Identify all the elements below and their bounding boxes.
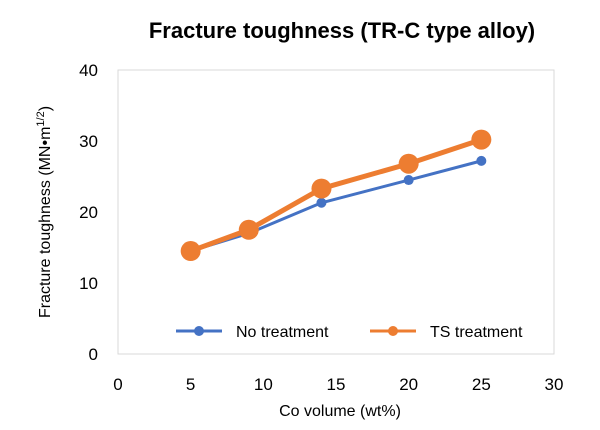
y-tick-label: 40 (79, 61, 98, 80)
data-point-ts-treatment (180, 241, 201, 262)
y-tick-label: 10 (79, 274, 98, 293)
x-tick-label: 25 (472, 375, 491, 394)
x-tick-label: 10 (254, 375, 273, 394)
plot-area (117, 69, 555, 355)
series-line-ts-treatment (188, 137, 484, 254)
y-axis-label: Fracture toughness (MN•m1/2) (35, 106, 54, 318)
data-point-ts-treatment (398, 153, 419, 174)
y-tick-label: 0 (89, 345, 98, 364)
data-point-ts-treatment (471, 129, 492, 150)
legend-marker-no-treatment (194, 326, 204, 336)
y-axis-label-main: Fracture toughness (MN•m (37, 127, 54, 318)
data-point-no-treatment (403, 175, 414, 186)
x-tick-label: 20 (399, 375, 418, 394)
y-axis-label-close: ) (37, 106, 54, 111)
x-tick-label: 0 (113, 375, 122, 394)
legend-label-ts-treatment: TS treatment (430, 324, 523, 341)
data-point-ts-treatment (311, 178, 332, 199)
x-axis-label: Co volume (wt%) (279, 403, 401, 420)
series-no-treatment (185, 155, 487, 257)
y-axis-ticks: 0 10 20 30 40 (79, 61, 98, 364)
legend-label-no-treatment: No treatment (236, 324, 329, 341)
x-axis-ticks: 0 5 10 15 20 25 30 (113, 375, 563, 394)
series-ts-treatment (180, 129, 492, 262)
series-layer (180, 129, 492, 262)
x-tick-label: 15 (327, 375, 346, 394)
legend-marker-ts-treatment (388, 326, 398, 336)
data-point-no-treatment (476, 155, 487, 166)
x-tick-label: 30 (545, 375, 564, 394)
y-tick-label: 20 (79, 203, 98, 222)
y-tick-label: 30 (79, 132, 98, 151)
x-tick-label: 5 (186, 375, 195, 394)
data-point-ts-treatment (238, 219, 259, 240)
legend-item-no-treatment: No treatment (176, 324, 329, 341)
data-point-no-treatment (316, 197, 327, 208)
legend-item-ts-treatment: TS treatment (370, 324, 523, 341)
y-axis-label-sup: 1/2 (35, 111, 47, 126)
chart-title: Fracture toughness (TR-C type alloy) (149, 18, 535, 43)
legend: No treatment TS treatment (176, 324, 523, 341)
